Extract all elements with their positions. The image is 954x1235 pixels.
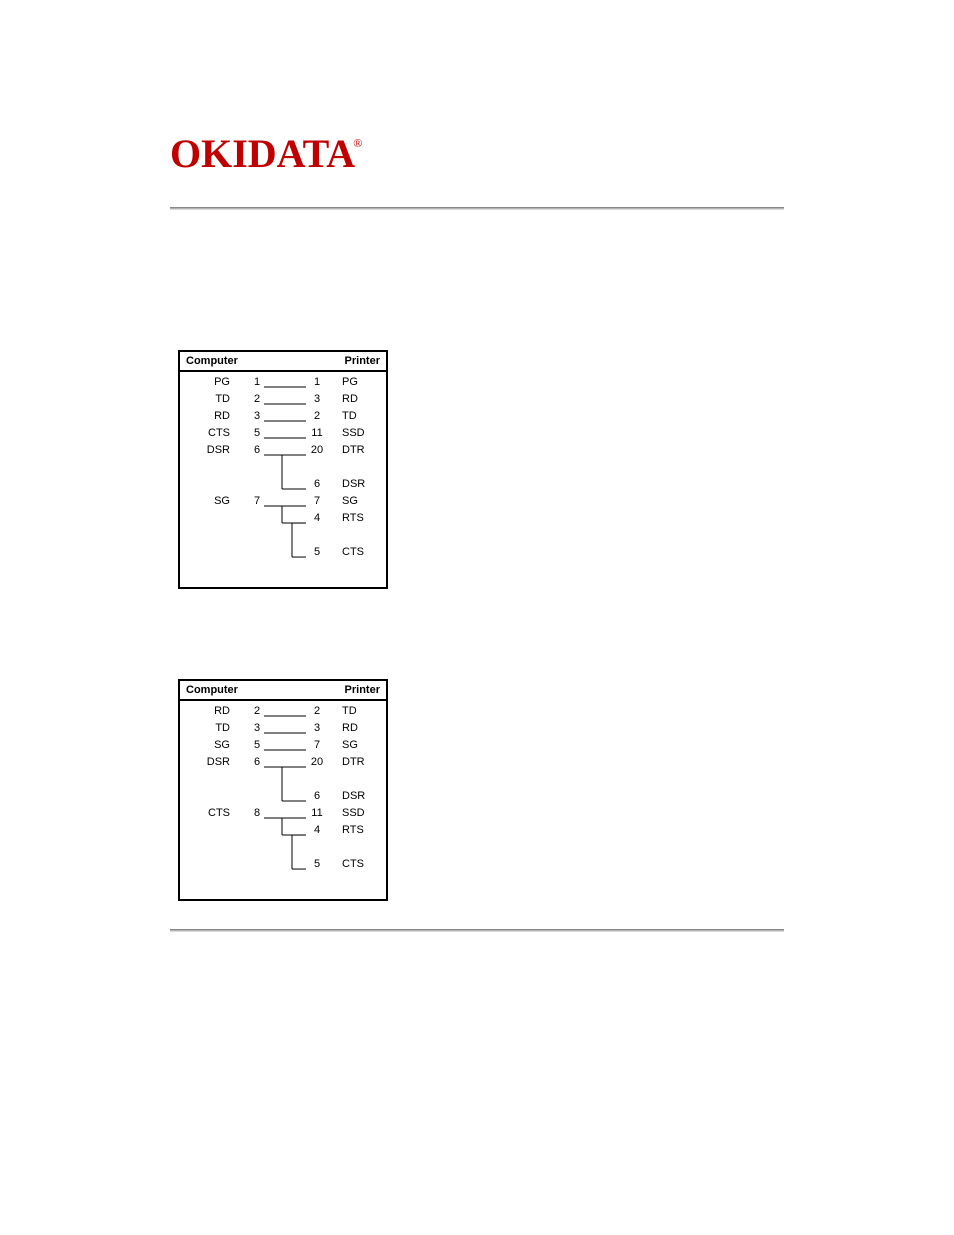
diagram-2-pin-right: 6 (306, 790, 328, 802)
diagram-2-row (186, 841, 380, 858)
diagram-1-signal-right: RD (342, 393, 378, 405)
diagram-1-row: 5 CTS (186, 546, 380, 563)
diagram-2-signal-left: RD (198, 705, 230, 717)
diagram-1-row: PG 1 1 PG (186, 376, 380, 393)
diagram-1-pin-right: 20 (306, 444, 328, 456)
diagram-2-signal-right: RD (342, 722, 378, 734)
diagram-1-row: RD 3 2 TD (186, 410, 380, 427)
diagram-1-row: SG 7 7 SG (186, 495, 380, 512)
diagram-2-pin-right: 7 (306, 739, 328, 751)
diagram-1-row (186, 529, 380, 546)
diagram-2-signal-right: CTS (342, 858, 378, 870)
diagram-2-pin-left: 6 (248, 756, 266, 768)
diagram-2-body: RD 2 2 TD TD 3 3 RD SG 5 7 SG DSR 6 20 DTR 6 DSR CTS 8 11 SSD… (180, 701, 386, 899)
diagram-2-pin-left: 5 (248, 739, 266, 751)
diagram-1-signal-right: SG (342, 495, 378, 507)
divider-bottom (170, 929, 784, 932)
diagram-2-row: RD 2 2 TD (186, 705, 380, 722)
page: OKIDATA® Computer Printer PG11PGTD23RDRD… (0, 0, 954, 932)
diagram-2-signal-right: DSR (342, 790, 378, 802)
diagram-2-signal-left: TD (198, 722, 230, 734)
diagram-1-pin-right: 4 (306, 512, 328, 524)
diagram-2-row: 6 DSR (186, 790, 380, 807)
okidata-logo: OKIDATA® (170, 130, 364, 177)
diagram-2-header-left: Computer (186, 684, 238, 696)
diagram-1-row: 4 RTS (186, 512, 380, 529)
diagram-2-signal-right: SSD (342, 807, 378, 819)
diagram-1-signal-right: DTR (342, 444, 378, 456)
diagram-2-row (186, 773, 380, 790)
diagram-1-pin-left: 7 (248, 495, 266, 507)
wiring-diagram-1: Computer Printer PG11PGTD23RDRD32TDCTS51… (178, 350, 388, 589)
registered-mark: ® (353, 136, 362, 150)
diagram-1-signal-left: DSR (198, 444, 230, 456)
diagram-2-pin-right: 3 (306, 722, 328, 734)
diagram-2-pin-right: 2 (306, 705, 328, 717)
diagram-1-pin-right: 3 (306, 393, 328, 405)
diagram-2-row: 4 RTS (186, 824, 380, 841)
diagram-area: Computer Printer PG11PGTD23RDRD32TDCTS51… (0, 210, 954, 901)
diagram-1-row: 6 DSR (186, 478, 380, 495)
diagram-1-pin-right: 1 (306, 376, 328, 388)
diagram-1-pin-left: 1 (248, 376, 266, 388)
diagram-2-row: TD 3 3 RD (186, 722, 380, 739)
diagram-1-signal-right: PG (342, 376, 378, 388)
diagram-2-row: SG 5 7 SG (186, 739, 380, 756)
diagram-1-signal-left: TD (198, 393, 230, 405)
diagram-2-header: Computer Printer (180, 681, 386, 701)
diagram-1-signal-left: SG (198, 495, 230, 507)
diagram-1-pin-left: 3 (248, 410, 266, 422)
diagram-2-row: 5 CTS (186, 858, 380, 875)
diagram-1-signal-right: TD (342, 410, 378, 422)
diagram-1-body: PG11PGTD23RDRD32TDCTS511SSDDSR620DTR6DSR… (180, 372, 386, 587)
logo-container: OKIDATA® (0, 0, 954, 177)
diagram-2-signal-left: CTS (198, 807, 230, 819)
diagram-1-row: DSR 6 20 DTR (186, 444, 380, 461)
diagram-2-signal-right: DTR (342, 756, 378, 768)
diagram-2-pin-left: 3 (248, 722, 266, 734)
diagram-1-signal-right: DSR (342, 478, 378, 490)
diagram-2-signal-right: TD (342, 705, 378, 717)
diagram-1-pin-left: 2 (248, 393, 266, 405)
diagram-2-row: CTS 8 11 SSD (186, 807, 380, 824)
diagram-2-header-right: Printer (345, 684, 380, 696)
diagram-2-pin-right: 5 (306, 858, 328, 870)
diagram-2-signal-left: DSR (198, 756, 230, 768)
diagram-2-signal-right: SG (342, 739, 378, 751)
diagram-1-signal-left: CTS (198, 427, 230, 439)
wiring-diagram-2: Computer Printer RD 2 2 TD TD 3 3 RD SG 5 7 SG DSR 6 2… (178, 679, 388, 901)
diagram-1-header-left: Computer (186, 355, 238, 367)
logo-text: OKIDATA (170, 131, 355, 176)
diagram-1-signal-right: RTS (342, 512, 378, 524)
diagram-1-row: TD 2 3 RD (186, 393, 380, 410)
diagram-1-header: Computer Printer (180, 352, 386, 372)
diagram-2-pin-right: 11 (306, 807, 328, 819)
diagram-1-pin-right: 2 (306, 410, 328, 422)
diagram-2-pin-left: 2 (248, 705, 266, 717)
diagram-1-signal-left: PG (198, 376, 230, 388)
diagram-2-pin-right: 4 (306, 824, 328, 836)
diagram-1-signal-left: RD (198, 410, 230, 422)
diagram-1-pin-right: 11 (306, 427, 328, 439)
diagram-1-pin-right: 6 (306, 478, 328, 490)
diagram-2-row: DSR 6 20 DTR (186, 756, 380, 773)
diagram-1-header-right: Printer (345, 355, 380, 367)
diagram-1-signal-right: SSD (342, 427, 378, 439)
diagram-1-pin-left: 6 (248, 444, 266, 456)
diagram-1-pin-right: 5 (306, 546, 328, 558)
diagram-2-pin-right: 20 (306, 756, 328, 768)
diagram-2-signal-right: RTS (342, 824, 378, 836)
diagram-1-pin-left: 5 (248, 427, 266, 439)
diagram-1-row (186, 461, 380, 478)
diagram-2-signal-left: SG (198, 739, 230, 751)
diagram-2-pin-left: 8 (248, 807, 266, 819)
diagram-1-signal-right: CTS (342, 546, 378, 558)
diagram-1-row: CTS 5 11 SSD (186, 427, 380, 444)
diagram-1-pin-right: 7 (306, 495, 328, 507)
